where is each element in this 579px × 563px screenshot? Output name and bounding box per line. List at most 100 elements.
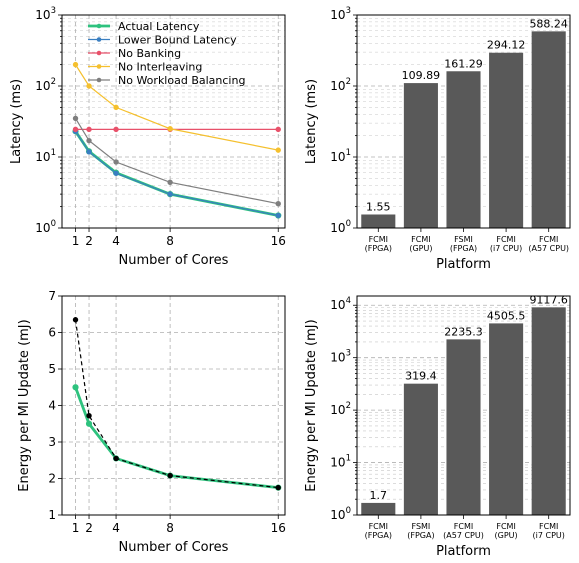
y-tick-label: 2 xyxy=(48,472,56,486)
data-point xyxy=(275,126,281,133)
series-line xyxy=(74,319,279,489)
plot-frame xyxy=(356,295,571,516)
x-tick-label: (FPGA) xyxy=(365,531,392,540)
series-line xyxy=(75,118,279,205)
series-line xyxy=(74,386,279,490)
legend-label: No Banking xyxy=(118,47,181,60)
y-tick-label: 7 xyxy=(48,289,56,303)
data-point xyxy=(167,179,173,186)
data-point xyxy=(275,484,281,491)
x-axis-label: Platform xyxy=(436,257,491,272)
x-tick-label: FCMI xyxy=(454,522,473,531)
x-tick-label: FCMI xyxy=(411,235,430,244)
y-axis-label: Energy per MI Update (mJ) xyxy=(304,319,319,491)
data-point xyxy=(113,455,119,462)
legend-marker xyxy=(96,64,102,69)
y-axis-label: Latency (ms) xyxy=(9,79,24,164)
legend-marker xyxy=(96,77,102,83)
energy-by-platform-plot: 1001011021031041.7FCMI(FPGA)319.4FSMI(FP… xyxy=(304,293,571,559)
bar-value-label: 1.7 xyxy=(370,489,388,502)
x-tick-label: FCMI xyxy=(496,235,515,244)
bar xyxy=(489,52,524,228)
x-tick-label: (FPGA) xyxy=(365,244,392,253)
x-tick-label: (A57 CPU) xyxy=(443,531,484,540)
x-tick-label: FCMI xyxy=(496,522,515,531)
data-point xyxy=(275,200,281,207)
latency-by-platform-plot: 1001011021031.55FCMI(FPGA)109.89FCMI(GPU… xyxy=(304,6,571,272)
y-axis-label: Latency (ms) xyxy=(304,79,319,164)
data-point xyxy=(85,420,93,427)
bar xyxy=(403,83,438,228)
bar-value-label: 588.24 xyxy=(529,17,568,30)
y-tick-label: 103 xyxy=(35,6,56,22)
legend-marker xyxy=(96,23,102,29)
bar xyxy=(446,339,481,515)
y-tick-label: 5 xyxy=(48,362,56,376)
x-tick-label: FCMI xyxy=(539,522,558,531)
y-axis-label: Energy per MI Update (mJ) xyxy=(17,319,32,491)
bar-value-label: 109.89 xyxy=(402,69,441,82)
bar xyxy=(531,307,566,515)
y-tick-label: 101 xyxy=(35,148,56,164)
y-tick-label: 100 xyxy=(330,219,351,235)
legend-label: No Interleaving xyxy=(118,61,202,74)
y-tick-label: 102 xyxy=(330,401,351,417)
x-tick-label: (A57 CPU) xyxy=(528,244,569,253)
legend-label: Lower Bound Latency xyxy=(118,34,237,47)
y-tick-label: 100 xyxy=(35,219,56,235)
data-point xyxy=(86,137,92,144)
bar-value-label: 2235.3 xyxy=(444,325,483,338)
legend-label: No Workload Balancing xyxy=(118,74,245,87)
data-point xyxy=(167,472,173,479)
bar xyxy=(446,71,481,228)
legend-marker xyxy=(96,37,102,42)
data-point xyxy=(72,317,79,323)
y-tick-label: 6 xyxy=(48,326,56,340)
x-tick-label: (i7 CPU) xyxy=(490,244,522,253)
x-tick-label: 2 xyxy=(85,234,93,248)
x-tick-label: (i7 CPU) xyxy=(533,531,565,540)
y-tick-label: 102 xyxy=(35,77,56,93)
y-tick-label: 100 xyxy=(330,506,351,522)
x-tick-label: FCMI xyxy=(539,235,558,244)
data-point xyxy=(113,159,119,165)
bar xyxy=(489,323,524,515)
x-tick-label: (FPGA) xyxy=(450,244,477,253)
legend-label: Actual Latency xyxy=(118,20,200,33)
data-point xyxy=(113,126,119,133)
data-point xyxy=(72,384,79,391)
data-point xyxy=(86,126,92,133)
bar-value-label: 161.29 xyxy=(444,57,483,70)
legend-marker xyxy=(96,50,102,56)
x-tick-label: 8 xyxy=(166,521,174,535)
bar-value-label: 1.55 xyxy=(366,200,391,213)
data-point xyxy=(86,83,92,89)
data-point xyxy=(275,147,281,153)
y-tick-label: 1 xyxy=(48,508,56,522)
x-tick-label: 4 xyxy=(112,521,120,535)
bar xyxy=(403,383,438,515)
x-tick-label: FCMI xyxy=(369,235,388,244)
y-tick-label: 104 xyxy=(330,296,351,312)
data-point xyxy=(86,413,92,419)
bar xyxy=(531,31,566,228)
x-axis-label: Number of Cores xyxy=(119,253,229,268)
plot-frame xyxy=(61,14,286,229)
x-tick-label: FSMI xyxy=(454,235,473,244)
bar-value-label: 4505.5 xyxy=(487,309,526,322)
bar-value-label: 319.4 xyxy=(405,370,437,383)
bar-value-label: 9117.6 xyxy=(529,293,568,306)
bar xyxy=(361,502,396,515)
data-point xyxy=(72,115,79,122)
plot-frame xyxy=(61,295,286,516)
plot-frame xyxy=(356,14,571,229)
x-tick-label: 1 xyxy=(72,234,80,248)
data-point xyxy=(167,191,173,197)
y-tick-label: 102 xyxy=(330,77,351,93)
x-tick-label: 8 xyxy=(166,234,174,248)
x-tick-label: (GPU) xyxy=(495,531,518,540)
data-point xyxy=(72,126,79,133)
x-tick-label: (GPU) xyxy=(409,244,432,253)
